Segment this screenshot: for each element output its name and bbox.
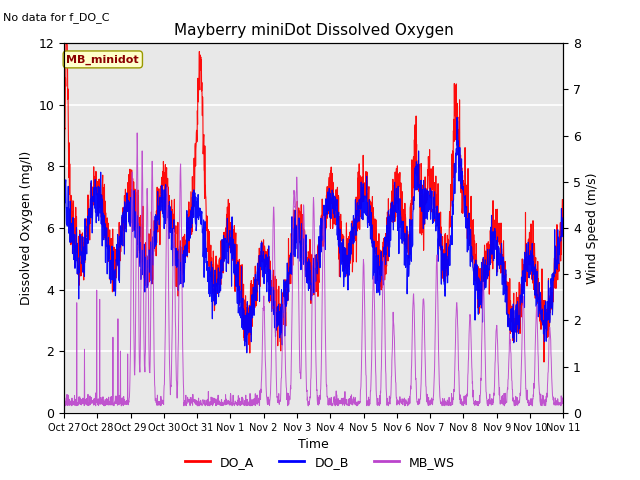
- Title: Mayberry miniDot Dissolved Oxygen: Mayberry miniDot Dissolved Oxygen: [173, 23, 454, 38]
- Text: No data for f_DO_C: No data for f_DO_C: [3, 12, 109, 23]
- Y-axis label: Wind Speed (m/s): Wind Speed (m/s): [586, 172, 600, 284]
- X-axis label: Time: Time: [298, 438, 329, 451]
- Text: MB_minidot: MB_minidot: [67, 54, 139, 64]
- Y-axis label: Dissolved Oxygen (mg/l): Dissolved Oxygen (mg/l): [20, 151, 33, 305]
- Legend: DO_A, DO_B, MB_WS: DO_A, DO_B, MB_WS: [180, 451, 460, 474]
